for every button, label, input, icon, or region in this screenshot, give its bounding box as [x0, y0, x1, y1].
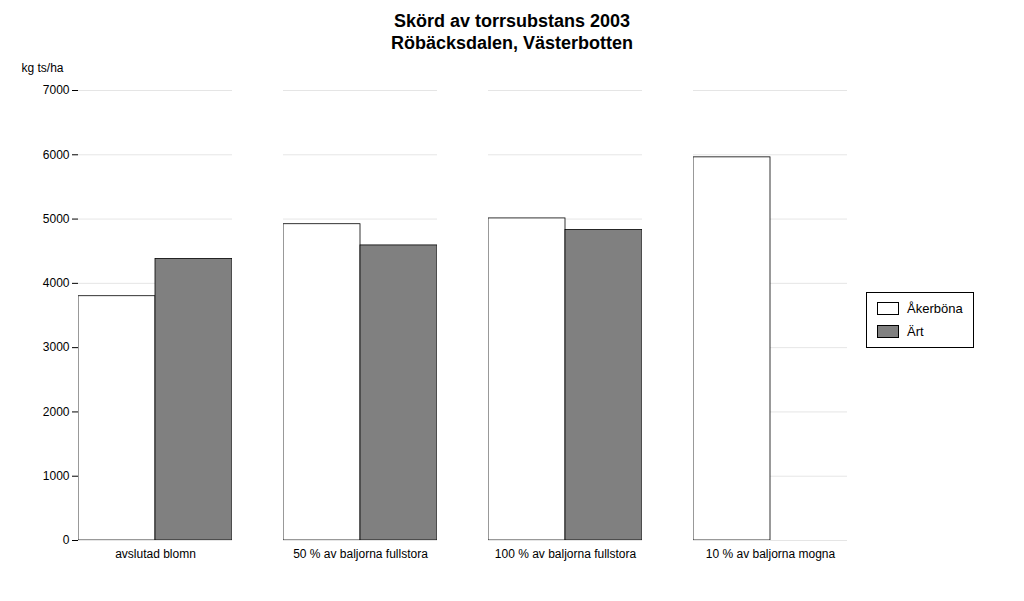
svg-text:10 % av baljorna mogna: 10 % av baljorna mogna — [706, 547, 836, 561]
svg-text:kg ts/ha: kg ts/ha — [22, 61, 64, 75]
svg-text:2000: 2000 — [43, 405, 70, 419]
svg-text:7000: 7000 — [43, 83, 70, 97]
svg-text:4000: 4000 — [43, 276, 70, 290]
svg-text:avslutad blomn: avslutad blomn — [115, 547, 196, 561]
svg-text:1000: 1000 — [43, 469, 70, 483]
html-text:Röbäcksdalen, Västerbotten: Röbäcksdalen, Västerbotten — [391, 33, 633, 53]
html-text:Skörd av torrsubstans 2003: Skörd av torrsubstans 2003 — [393, 11, 630, 31]
svg-text:6000: 6000 — [43, 148, 70, 162]
svg-text:5000: 5000 — [43, 212, 70, 226]
svg-text:0: 0 — [63, 533, 70, 547]
svg-text:3000: 3000 — [43, 340, 70, 354]
svg-text:100 % av baljorna fullstora: 100 % av baljorna fullstora — [495, 547, 637, 561]
html-text:Ärt: Ärt — [907, 324, 924, 339]
html-text:Åkerböna: Åkerböna — [907, 301, 963, 316]
svg-text:50 % av baljorna fullstora: 50 % av baljorna fullstora — [293, 547, 428, 561]
